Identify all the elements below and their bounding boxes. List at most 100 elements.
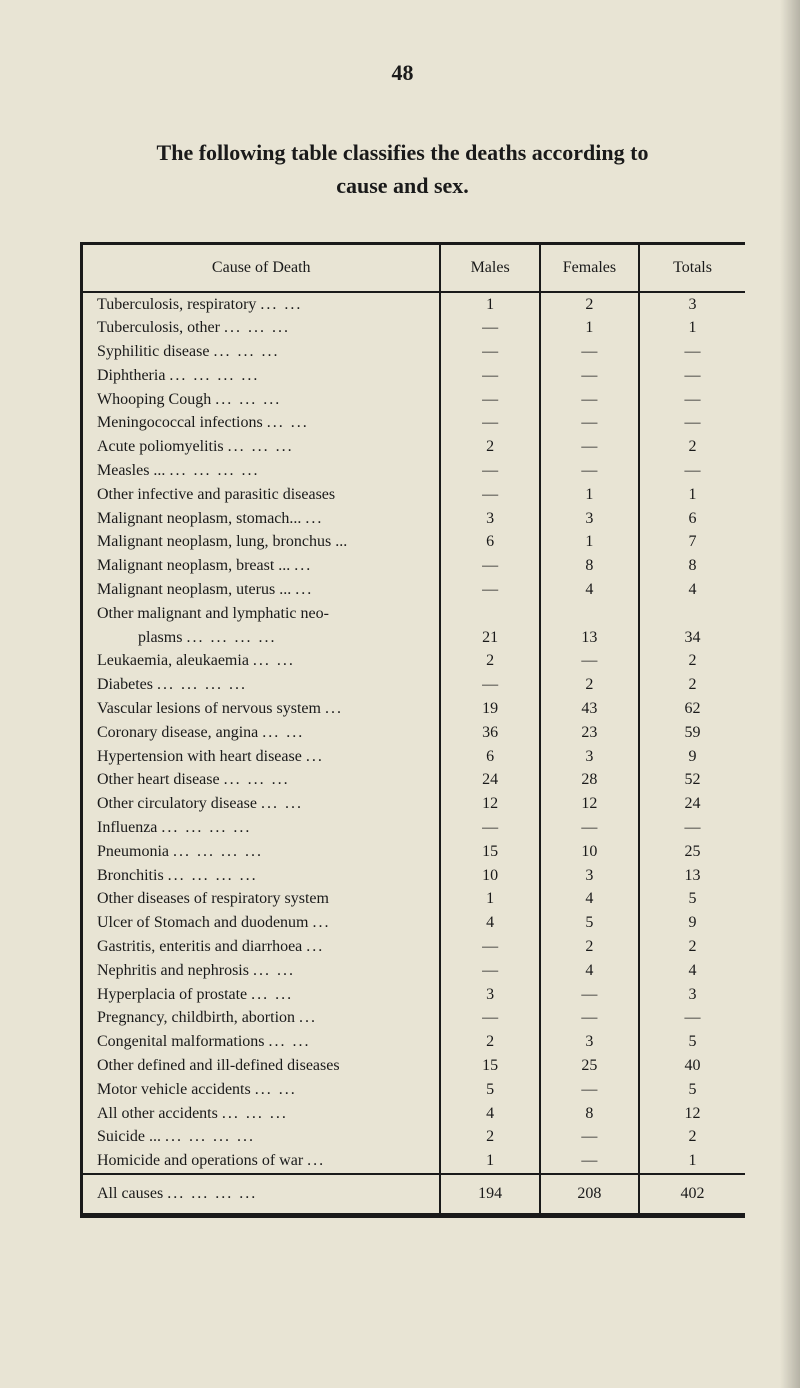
cell-totals: 25 [639,840,745,864]
cause-dots: ... ... ... ... [169,367,259,384]
cell-females: — [540,817,639,841]
table-row: Pregnancy, childbirth, abortion ...——— [83,1007,745,1031]
cell-females: 2 [540,292,639,317]
table-row: Influenza ... ... ... ...——— [83,817,745,841]
cell-totals: — [639,460,745,484]
cell-males: — [440,388,539,412]
header-females: Females [540,245,639,292]
table-row: Whooping Cough ... ... ...——— [83,388,745,412]
cell-females: 4 [540,959,639,983]
cell-females: — [540,412,639,436]
cell-males: — [440,412,539,436]
cell-totals: 34 [639,626,745,650]
cell-cause: Homicide and operations of war ... [83,1150,440,1175]
table-row: All other accidents ... ... ...4812 [83,1102,745,1126]
cell-females: — [540,1126,639,1150]
table-header-row: Cause of Death Males Females Totals [83,245,745,292]
cell-females: 43 [540,698,639,722]
cell-cause: Leukaemia, aleukaemia ... ... [83,650,440,674]
cause-text: Bronchitis [97,867,164,884]
cell-totals: 12 [639,1102,745,1126]
cause-text: Whooping Cough [97,391,211,408]
cell-cause: Other infective and parasitic diseases [83,483,440,507]
cell-totals: 4 [639,959,745,983]
cause-dots: ... ... [269,1033,311,1050]
cell-cause: Pneumonia ... ... ... ... [83,840,440,864]
table-row: Meningococcal infections ... ...——— [83,412,745,436]
cell-females: 25 [540,1055,639,1079]
cause-dots: ... [305,510,323,527]
cell-females: 4 [540,579,639,603]
cell-totals: 3 [639,292,745,317]
cell-males: 2 [440,1126,539,1150]
cell-females: — [540,436,639,460]
cause-text: Pregnancy, childbirth, abortion [97,1009,295,1026]
cell-cause: Malignant neoplasm, lung, bronchus ... [83,531,440,555]
cell-males: — [440,317,539,341]
cause-dots: ... ... [251,986,293,1003]
cell-totals: — [639,364,745,388]
cell-males: 6 [440,745,539,769]
cause-text: Meningococcal infections [97,414,263,431]
cell-totals [639,602,745,626]
cell-males: 6 [440,531,539,555]
cell-totals: — [639,1007,745,1031]
cause-text: Hyperplacia of prostate [97,986,247,1003]
cell-cause: Nephritis and nephrosis ... ... [83,959,440,983]
cell-males: 2 [440,650,539,674]
cell-cause: Diabetes ... ... ... ... [83,674,440,698]
deaths-table: Cause of Death Males Females Totals Tube… [83,245,745,1215]
cause-dots: ... ... ... [222,1105,288,1122]
cause-text: Other malignant and lymphatic neo- [97,605,329,622]
cause-text: Gastritis, enteritis and diarrhoea [97,938,302,955]
cell-males: — [440,460,539,484]
cell-totals: — [639,817,745,841]
cell-totals: 2 [639,1126,745,1150]
cause-dots: ... ... [255,1081,297,1098]
cell-males: — [440,817,539,841]
cell-cause: Acute poliomyelitis ... ... ... [83,436,440,460]
cell-totals: 5 [639,1031,745,1055]
cell-females: 3 [540,507,639,531]
cell-females: 28 [540,769,639,793]
table-row: Diphtheria ... ... ... ...——— [83,364,745,388]
cause-text: Hypertension with heart disease [97,748,302,765]
cause-text: Congenital malformations [97,1033,265,1050]
cell-totals: — [639,341,745,365]
cause-text: Other heart disease [97,771,220,788]
cell-cause: Diphtheria ... ... ... ... [83,364,440,388]
cell-females [540,602,639,626]
cell-males: 4 [440,912,539,936]
cell-males: — [440,364,539,388]
header-cause: Cause of Death [83,245,440,292]
cell-cause: Motor vehicle accidents ... ... [83,1078,440,1102]
page-number: 48 [60,60,745,86]
cell-males: — [440,959,539,983]
cause-dots: ... ... ... ... [157,676,247,693]
table-row: Other heart disease ... ... ...242852 [83,769,745,793]
cell-males: 1 [440,1150,539,1175]
cell-totals: — [639,388,745,412]
table-container: Cause of Death Males Females Totals Tube… [80,242,745,1218]
table-row: Diabetes ... ... ... ...—22 [83,674,745,698]
cell-totals: 24 [639,793,745,817]
footer-males: 194 [440,1174,539,1214]
cause-dots: ... ... ... ... [161,819,251,836]
cell-males: 24 [440,769,539,793]
cause-text: Influenza [97,819,157,836]
cell-totals: 3 [639,983,745,1007]
cell-cause: Tuberculosis, respiratory ... ... [83,292,440,317]
cell-females: 2 [540,936,639,960]
cause-text: Nephritis and nephrosis [97,962,249,979]
cause-text: Diphtheria [97,367,165,384]
cause-text: Measles ... [97,462,165,479]
cell-cause: Meningococcal infections ... ... [83,412,440,436]
cell-totals: 2 [639,436,745,460]
cause-dots: ... ... ... ... [173,843,263,860]
cause-dots: ... ... [261,795,303,812]
cause-dots: ... [294,557,312,574]
cell-cause: Pregnancy, childbirth, abortion ... [83,1007,440,1031]
cause-text: Other infective and parasitic diseases [97,486,335,503]
cell-cause: Malignant neoplasm, stomach... ... [83,507,440,531]
cause-text: Other defined and ill-defined diseases [97,1057,340,1074]
